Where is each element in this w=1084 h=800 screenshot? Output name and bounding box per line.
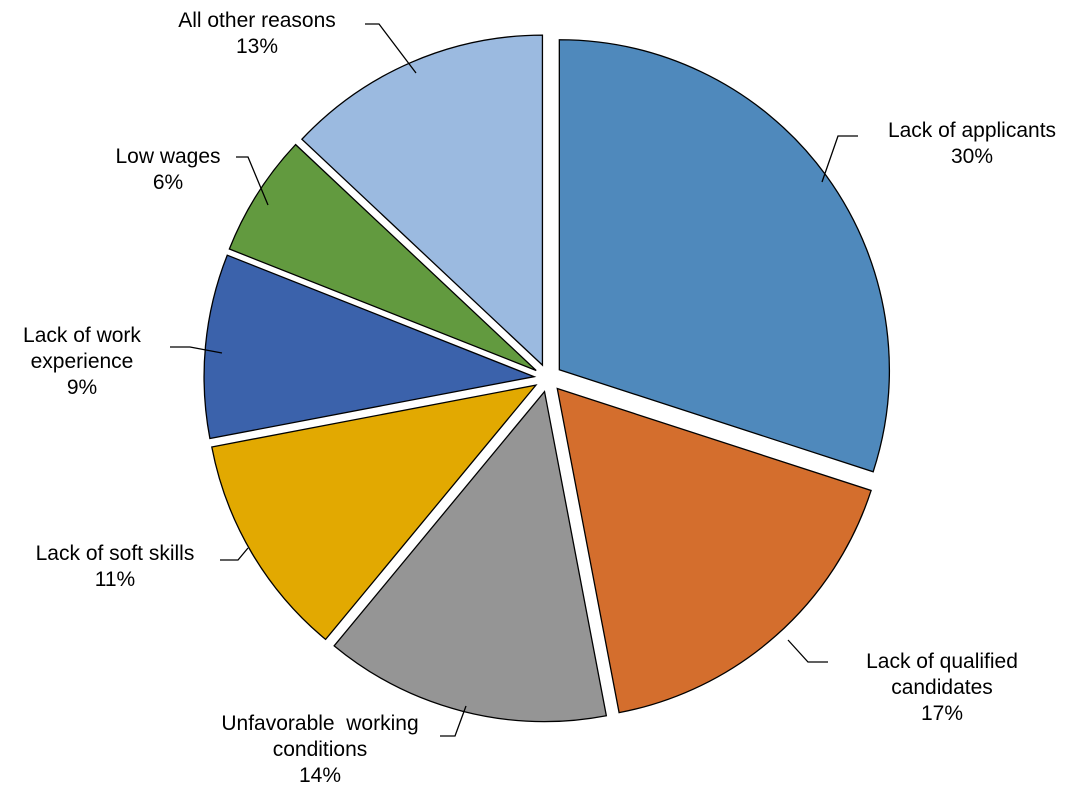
data-label-percent: 13%	[236, 35, 278, 58]
pie-slice-lack-of-soft-skills	[211, 384, 538, 641]
leader-line-low-wages	[236, 156, 269, 206]
pie-slice-lack-of-qualified-candidates	[556, 387, 872, 714]
leader-line-unfavorable-working-conditions	[440, 705, 467, 737]
pie-slice-lack-of-applicants	[558, 39, 890, 473]
data-label-percent: 9%	[67, 376, 97, 399]
pie-slice-lack-of-work-experience	[203, 254, 537, 440]
data-label-percent: 14%	[299, 764, 341, 787]
data-label-text: All other reasons	[178, 9, 336, 32]
data-label-percent: 11%	[95, 568, 135, 591]
data-label-percent: 30%	[951, 145, 993, 168]
data-label-text: Lack of applicants	[888, 119, 1056, 142]
data-label-percent: 6%	[153, 171, 183, 194]
leader-line-lack-of-work-experience	[170, 346, 223, 354]
data-label-text: conditions	[273, 738, 368, 761]
data-label-lack-of-soft-skills: Lack of soft skills 11%	[36, 542, 195, 591]
data-label-all-other-reasons: All other reasons 13%	[178, 9, 336, 58]
leader-line-all-other-reasons	[365, 23, 417, 74]
pie-slice-all-other-reasons	[300, 34, 544, 367]
data-label-text: Lack of soft skills	[36, 542, 195, 565]
data-label-text: experience	[31, 350, 134, 373]
data-label-text: Low wages	[115, 145, 220, 168]
data-label-text: Lack of work	[23, 324, 141, 347]
data-label-lack-of-qualified-candidates: Lack of qualified candidates 17%	[866, 650, 1018, 725]
leader-line-lack-of-soft-skills	[220, 547, 249, 561]
leader-line-lack-of-applicants	[821, 135, 858, 183]
data-label-text: Unfavorable working	[221, 712, 418, 735]
leader-line-lack-of-qualified-candidates	[787, 639, 828, 663]
pie-slice-low-wages	[228, 143, 537, 372]
data-label-unfavorable-working-conditions: Unfavorable working conditions 14%	[221, 712, 418, 787]
data-label-text: Lack of qualified	[866, 650, 1018, 673]
data-label-lack-of-applicants: Lack of applicants 30%	[888, 119, 1056, 168]
pie-slice-unfavorable-working-conditions	[333, 390, 608, 723]
data-label-low-wages: Low wages 6%	[115, 145, 220, 194]
data-label-text: candidates	[891, 676, 993, 699]
data-label-lack-of-work-experience: Lack of work experience 9%	[23, 324, 141, 399]
data-label-percent: 17%	[921, 702, 963, 725]
